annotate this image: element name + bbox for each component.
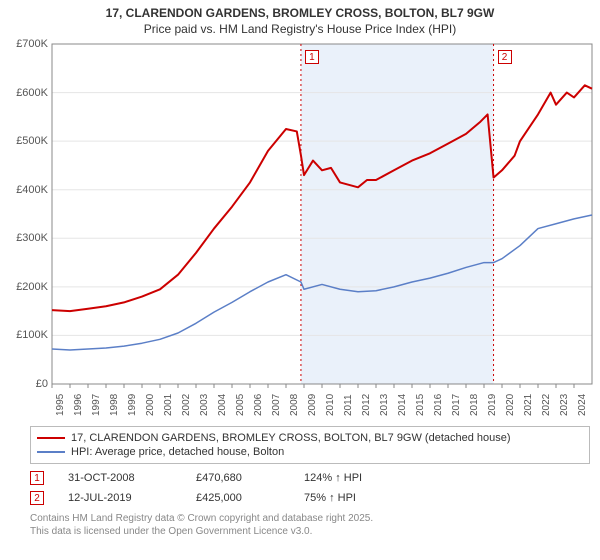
x-tick-label: 2024: [577, 394, 588, 416]
x-tick-label: 2016: [433, 394, 444, 416]
x-tick-label: 2001: [163, 394, 174, 416]
event-price: £425,000: [196, 492, 286, 504]
legend-swatch: [37, 451, 65, 453]
y-tick-label: £300K: [2, 232, 48, 244]
legend-item: 17, CLARENDON GARDENS, BROMLEY CROSS, BO…: [37, 431, 583, 445]
event-change: 124% ↑ HPI: [304, 472, 362, 484]
x-tick-label: 2011: [343, 394, 354, 416]
x-tick-label: 2013: [379, 394, 390, 416]
event-change: 75% ↑ HPI: [304, 492, 356, 504]
x-tick-label: 1996: [73, 394, 84, 416]
legend-label: 17, CLARENDON GARDENS, BROMLEY CROSS, BO…: [71, 432, 511, 444]
footer: Contains HM Land Registry data © Crown c…: [30, 512, 590, 538]
x-tick-label: 2000: [145, 394, 156, 416]
x-tick-label: 2017: [451, 394, 462, 416]
x-tick-label: 2015: [415, 394, 426, 416]
x-tick-label: 2021: [523, 394, 534, 416]
y-tick-label: £700K: [2, 38, 48, 50]
legend: 17, CLARENDON GARDENS, BROMLEY CROSS, BO…: [30, 426, 590, 464]
y-tick-label: £200K: [2, 281, 48, 293]
event-row: 1 31-OCT-2008 £470,680 124% ↑ HPI: [30, 468, 590, 488]
x-tick-label: 1999: [127, 394, 138, 416]
x-tick-label: 2019: [487, 394, 498, 416]
y-tick-label: £0: [2, 378, 48, 390]
chart-svg: [8, 40, 598, 420]
x-tick-label: 2022: [541, 394, 552, 416]
x-tick-label: 1998: [109, 394, 120, 416]
event-price: £470,680: [196, 472, 286, 484]
footer-licence: This data is licensed under the Open Gov…: [30, 525, 590, 538]
x-tick-label: 2020: [505, 394, 516, 416]
event-marker-icon: 2: [30, 491, 44, 505]
x-tick-label: 2023: [559, 394, 570, 416]
y-tick-label: £100K: [2, 329, 48, 341]
footer-copyright: Contains HM Land Registry data © Crown c…: [30, 512, 590, 525]
legend-label: HPI: Average price, detached house, Bolt…: [71, 446, 284, 458]
x-tick-label: 2010: [325, 394, 336, 416]
x-tick-label: 1995: [55, 394, 66, 416]
event-list: 1 31-OCT-2008 £470,680 124% ↑ HPI 2 12-J…: [30, 468, 590, 508]
chart-title-address: 17, CLARENDON GARDENS, BROMLEY CROSS, BO…: [0, 0, 600, 20]
x-tick-label: 2004: [217, 394, 228, 416]
legend-swatch: [37, 437, 65, 439]
x-tick-label: 2003: [199, 394, 210, 416]
event-row: 2 12-JUL-2019 £425,000 75% ↑ HPI: [30, 488, 590, 508]
chart-area: £0£100K£200K£300K£400K£500K£600K£700K199…: [8, 40, 598, 420]
x-tick-label: 2018: [469, 394, 480, 416]
x-tick-label: 2002: [181, 394, 192, 416]
legend-item: HPI: Average price, detached house, Bolt…: [37, 445, 583, 459]
y-tick-label: £500K: [2, 135, 48, 147]
x-tick-label: 2006: [253, 394, 264, 416]
x-tick-label: 2014: [397, 394, 408, 416]
event-marker-icon: 1: [305, 50, 319, 64]
x-tick-label: 2012: [361, 394, 372, 416]
event-date: 31-OCT-2008: [68, 472, 178, 484]
x-tick-label: 2008: [289, 394, 300, 416]
x-tick-label: 2009: [307, 394, 318, 416]
x-tick-label: 2007: [271, 394, 282, 416]
y-tick-label: £600K: [2, 87, 48, 99]
y-tick-label: £400K: [2, 184, 48, 196]
event-marker-icon: 2: [498, 50, 512, 64]
x-tick-label: 2005: [235, 394, 246, 416]
event-marker-icon: 1: [30, 471, 44, 485]
chart-subtitle: Price paid vs. HM Land Registry's House …: [0, 20, 600, 40]
event-date: 12-JUL-2019: [68, 492, 178, 504]
chart-container: 17, CLARENDON GARDENS, BROMLEY CROSS, BO…: [0, 0, 600, 560]
x-tick-label: 1997: [91, 394, 102, 416]
